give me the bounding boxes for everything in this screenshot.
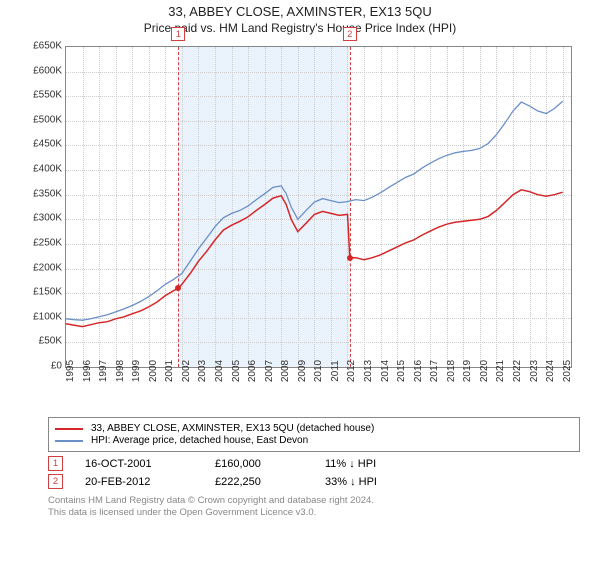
xtick-label: 1997 [98, 360, 109, 382]
transaction-diff: 33% ↓ HPI [325, 476, 435, 488]
transaction-price: £160,000 [215, 458, 325, 470]
xtick-label: 2015 [396, 360, 407, 382]
transaction-number-box: 2 [48, 474, 63, 489]
xtick-label: 2012 [346, 360, 357, 382]
series-price_paid [66, 190, 563, 327]
xtick-label: 2009 [297, 360, 308, 382]
xtick-label: 1995 [65, 360, 76, 382]
xtick-label: 1999 [131, 360, 142, 382]
ytick-label: £250K [33, 237, 62, 248]
chart-container: 33, ABBEY CLOSE, AXMINSTER, EX13 5QU Pri… [0, 4, 600, 564]
ytick-label: £200K [33, 262, 62, 273]
xtick-label: 2022 [512, 360, 523, 382]
xtick-label: 2002 [181, 360, 192, 382]
footer-line-2: This data is licensed under the Open Gov… [48, 507, 580, 519]
xtick-label: 2019 [462, 360, 473, 382]
xtick-label: 2024 [545, 360, 556, 382]
ytick-label: £400K [33, 164, 62, 175]
footer-line-1: Contains HM Land Registry data © Crown c… [48, 495, 580, 507]
xtick-label: 2025 [562, 360, 573, 382]
xtick-label: 2010 [313, 360, 324, 382]
xtick-label: 2018 [446, 360, 457, 382]
legend-swatch [55, 428, 83, 430]
ytick-label: £650K [33, 41, 62, 52]
xtick-label: 2005 [231, 360, 242, 382]
xtick-label: 2011 [330, 360, 341, 382]
line-layer [66, 47, 571, 367]
xtick-label: 2021 [495, 360, 506, 382]
legend-box: 33, ABBEY CLOSE, AXMINSTER, EX13 5QU (de… [48, 417, 580, 452]
ytick-label: £50K [39, 336, 62, 347]
xtick-label: 2017 [429, 360, 440, 382]
transaction-row: 2 20-FEB-2012£222,25033% ↓ HPI [48, 474, 580, 489]
xtick-label: 2007 [264, 360, 275, 382]
chart-area: 12 £0 £50K £100K £150K £200K £250K £300K £350K £… [20, 41, 580, 411]
transaction-number-box: 1 [48, 456, 63, 471]
legend-label: 33, ABBEY CLOSE, AXMINSTER, EX13 5QU (de… [91, 423, 374, 434]
footer-attribution: Contains HM Land Registry data © Crown c… [48, 495, 580, 520]
xtick-label: 2004 [214, 360, 225, 382]
xtick-label: 1996 [82, 360, 93, 382]
chart-title: 33, ABBEY CLOSE, AXMINSTER, EX13 5QU [0, 4, 600, 19]
chart-subtitle: Price paid vs. HM Land Registry's House … [0, 21, 600, 35]
transaction-row: 1 16-OCT-2001£160,00011% ↓ HPI [48, 456, 580, 471]
legend-swatch [55, 440, 83, 442]
xtick-label: 2023 [529, 360, 540, 382]
xtick-label: 2001 [164, 360, 175, 382]
xtick-label: 2016 [413, 360, 424, 382]
xtick-label: 2013 [363, 360, 374, 382]
transaction-date: 16-OCT-2001 [85, 458, 215, 470]
transaction-price: £222,250 [215, 476, 325, 488]
ytick-label: £600K [33, 65, 62, 76]
legend-label: HPI: Average price, detached house, East… [91, 435, 308, 446]
transaction-marker-1 [175, 285, 181, 291]
xtick-label: 2003 [197, 360, 208, 382]
transaction-marker-label-2: 2 [343, 27, 357, 41]
xtick-label: 2006 [247, 360, 258, 382]
ytick-label: £500K [33, 114, 62, 125]
ytick-label: £450K [33, 139, 62, 150]
ytick-label: £550K [33, 90, 62, 101]
legend-row: HPI: Average price, detached house, East… [55, 435, 573, 446]
xtick-label: 1998 [115, 360, 126, 382]
ytick-label: £350K [33, 188, 62, 199]
ytick-label: £150K [33, 287, 62, 298]
ytick-label: £100K [33, 311, 62, 322]
transaction-diff: 11% ↓ HPI [325, 458, 435, 470]
xtick-label: 2008 [280, 360, 291, 382]
ytick-label: £0 [51, 361, 62, 372]
xtick-label: 2014 [380, 360, 391, 382]
transaction-marker-label-1: 1 [171, 27, 185, 41]
transaction-date: 20-FEB-2012 [85, 476, 215, 488]
plot-region: 12 [65, 46, 572, 368]
transaction-marker-2 [347, 255, 353, 261]
ytick-label: £300K [33, 213, 62, 224]
xtick-label: 2000 [148, 360, 159, 382]
transactions-table: 1 16-OCT-2001£160,00011% ↓ HPI 2 20-FEB-201… [48, 456, 580, 489]
series-hpi [66, 101, 563, 320]
legend-row: 33, ABBEY CLOSE, AXMINSTER, EX13 5QU (de… [55, 423, 573, 434]
xtick-label: 2020 [479, 360, 490, 382]
